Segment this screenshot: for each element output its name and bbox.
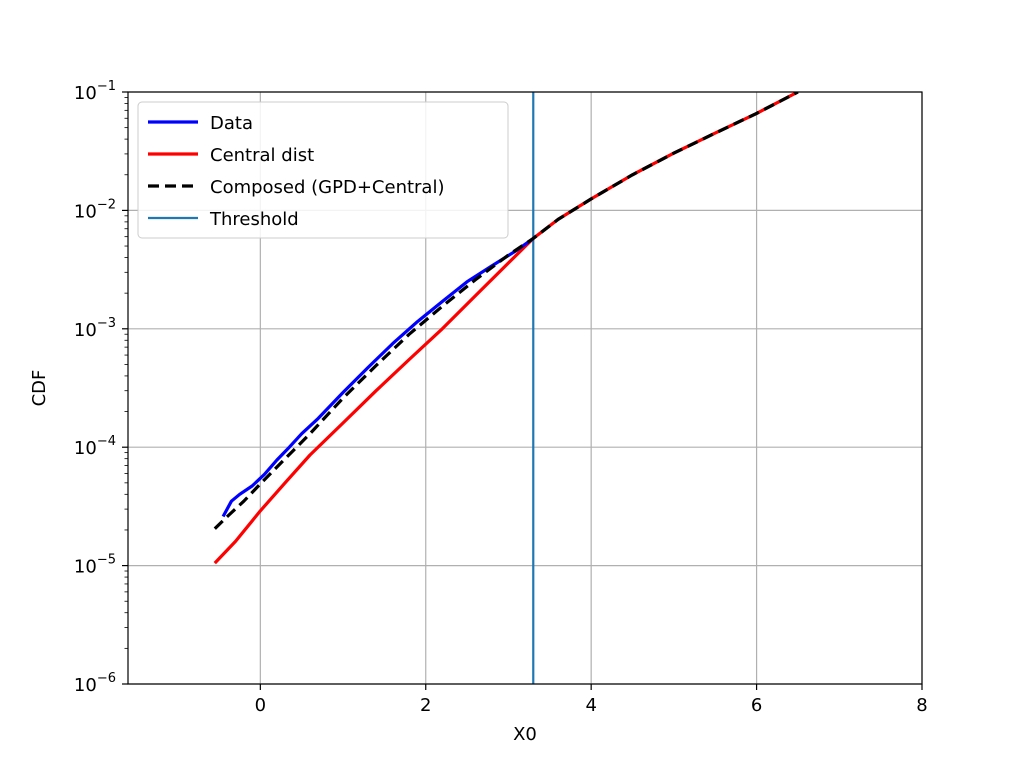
- x-tick-label: 0: [255, 695, 266, 716]
- y-tick-label: 10−4: [74, 434, 116, 459]
- y-tick-label: 10−6: [74, 671, 116, 696]
- plot-area: [213, 92, 799, 684]
- x-axis-label: X0: [513, 724, 537, 745]
- y-tick-label: 10−3: [74, 316, 116, 341]
- legend: Data Central dist Composed (GPD+Central) Th…: [137, 101, 509, 239]
- axes-frame: [127, 91, 923, 685]
- legend-box: [137, 101, 509, 239]
- composed-series-line: [213, 92, 799, 530]
- y-axis-label: CDF: [29, 370, 50, 407]
- y-tick-label: 10−5: [74, 553, 116, 578]
- legend-label: Central dist: [210, 145, 314, 166]
- ticks: 0 2 4 6 8 10−6 10−5 10−4 10−3 10−2 10−1: [74, 79, 928, 716]
- y-tick-label: 10−1: [74, 79, 116, 104]
- y-tick-label: 10−2: [74, 197, 116, 222]
- x-tick-label: 8: [916, 695, 927, 716]
- data-series-line: [221, 237, 535, 518]
- legend-label: Data: [210, 113, 253, 134]
- legend-label: Threshold: [209, 209, 299, 230]
- x-tick-label: 6: [751, 695, 762, 716]
- x-tick-label: 4: [585, 695, 596, 716]
- legend-label: Composed (GPD+Central): [210, 177, 444, 198]
- x-tick-label: 2: [420, 695, 431, 716]
